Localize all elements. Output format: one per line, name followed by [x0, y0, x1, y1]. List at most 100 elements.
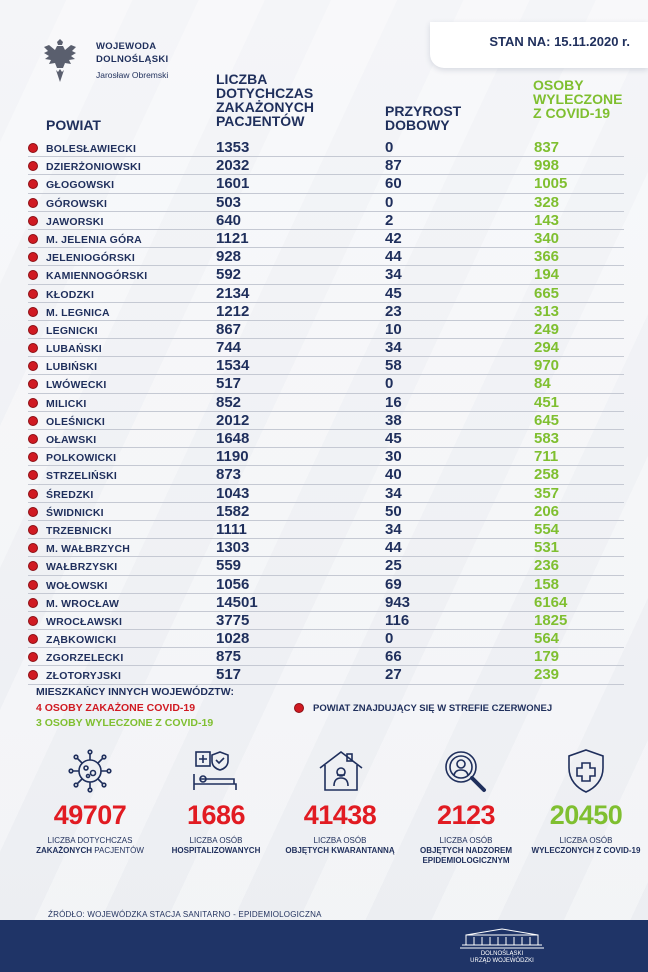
total-cases: 1534: [216, 357, 250, 375]
red-zone-legend: POWIAT ZNAJDUJĄCY SIĘ W STREFIE CZERWONE…: [313, 703, 553, 714]
daily-increase: 34: [385, 266, 402, 284]
stat-label: LICZBA OSÓB OBJĘTYCH NADZOREM EPIDEMIOLOG…: [406, 836, 526, 866]
column-header-powiat: POWIAT: [46, 117, 101, 133]
table-row: LEGNICKI 867 10 249: [28, 321, 624, 340]
hospital-bed-icon: [193, 751, 237, 790]
county-table: BOLESŁAWIECKI 1353 0 837 DZIERŻONIOWSKI 2032 8…: [28, 139, 624, 685]
table-row: STRZELIŃSKI 873 40 258: [28, 466, 624, 485]
county-name: ZŁOTORYJSKI: [46, 670, 122, 683]
daily-increase: 27: [385, 666, 402, 684]
county-name: MILICKI: [46, 397, 87, 410]
stat-value: 2123: [436, 800, 496, 830]
cured-count: 206: [534, 502, 560, 520]
table-row: GÓROWSKI 503 0 328: [28, 194, 624, 212]
stat-label-top: LICZBA OSÓB: [189, 836, 243, 845]
stat-label: LICZBA OSÓB OBJĘTYCH KWARANTANNĄ: [280, 836, 400, 856]
cured-count: 711: [534, 448, 559, 466]
red-zone-dot-icon: [28, 506, 38, 517]
virus-icon: [68, 749, 112, 793]
county-name: KAMIENNOGÓRSKI: [46, 270, 148, 283]
red-zone-dot-icon: [28, 488, 38, 499]
daily-increase: 23: [385, 302, 402, 320]
daily-increase: 30: [385, 448, 402, 466]
daily-increase: 42: [385, 229, 402, 247]
daily-increase: 0: [385, 193, 394, 211]
stat-label-top: LICZBA DOTYCHCZAS: [47, 836, 133, 845]
table-row: WOŁOWSKI 1056 69 158: [28, 576, 624, 594]
red-zone-dot-icon: [28, 652, 38, 663]
cured-count: 340: [534, 229, 560, 247]
stat-label-bold: ZAKAŻONYCH: [36, 846, 93, 855]
cured-count: 313: [534, 302, 560, 320]
total-cases: 852: [216, 393, 242, 411]
stat-value: 1686: [186, 800, 246, 830]
cured-count: 239: [534, 666, 560, 684]
red-zone-dot-icon: [28, 143, 38, 153]
stat-label: LICZBA DOTYCHCZAS ZAKAŻONYCH PACJENTÓW: [15, 836, 165, 856]
daily-increase: 38: [385, 411, 402, 429]
date-box: [430, 22, 648, 68]
county-name: M. LEGNICA: [46, 306, 110, 319]
cured-count: 665: [534, 284, 560, 302]
county-name: WOŁOWSKI: [46, 579, 108, 592]
daily-increase: 69: [385, 575, 402, 593]
daily-increase: 16: [385, 393, 402, 411]
total-cases: 744: [216, 339, 242, 357]
total-cases: 1190: [216, 448, 249, 466]
stat-label-rest: PACJENTÓW: [94, 846, 144, 855]
red-zone-dot-icon: [28, 670, 38, 681]
county-name: GŁOGOWSKI: [46, 179, 115, 192]
office-building-icon: [460, 928, 544, 949]
daily-increase: 44: [385, 539, 402, 557]
stat-value: 49707: [53, 800, 127, 830]
table-row: JELENIOGÓRSKI 928 44 366: [28, 248, 624, 267]
red-zone-dot-icon: [294, 703, 304, 713]
table-row: ZGORZELECKI 875 66 179: [28, 648, 624, 667]
red-zone-dot-icon: [28, 215, 38, 226]
table-row: BOLESŁAWIECKI 1353 0 837: [28, 139, 624, 158]
total-cases: 928: [216, 248, 242, 266]
county-name: OLEŚNICKI: [46, 415, 105, 428]
table-row: OLEŚNICKI 2012 38 645: [28, 412, 624, 430]
red-zone-dot-icon: [28, 270, 38, 281]
table-row: ŚWIDNICKI 1582 50 206: [28, 503, 624, 521]
daily-increase: 0: [385, 630, 394, 648]
daily-increase: 34: [385, 520, 402, 538]
column-header-cured: OSOBY WYLECZONE Z COVID-19: [533, 77, 623, 121]
total-cases: 14501: [216, 593, 258, 611]
cured-count: 294: [534, 339, 560, 357]
red-zone-dot-icon: [28, 634, 38, 645]
total-cases: 2012: [216, 411, 250, 429]
table-row: ZŁOTORYJSKI 517 27 239: [28, 666, 624, 685]
other-voivodeships-title: MIESZKAŃCY INNYCH WOJEWÓDZTW:: [36, 686, 234, 698]
cured-count: 258: [534, 466, 560, 484]
county-name: ZGORZELECKI: [46, 652, 124, 665]
cured-count: 564: [534, 630, 560, 648]
cured-count: 1825: [534, 611, 568, 629]
table-row: POLKOWICKI 1190 30 711: [28, 448, 624, 467]
county-name: ŚWIDNICKI: [46, 506, 104, 519]
red-zone-dot-icon: [28, 452, 38, 463]
stat-label-bold: OBJĘTYCH NADZOREM EPIDEMIOLOGICZNYM: [419, 846, 512, 865]
stat-label-bold: HOSPITALIZOWANYCH: [171, 846, 261, 855]
table-row: KAMIENNOGÓRSKI 592 34 194: [28, 266, 624, 285]
county-name: JAWORSKI: [46, 215, 104, 228]
total-cases: 2032: [216, 157, 250, 175]
voivode-name: Jarosław Obremski: [96, 70, 169, 80]
cured-count: 179: [534, 648, 560, 666]
total-cases: 1303: [216, 539, 250, 557]
column-header-total: LICZBA DOTYCHCZAS ZAKAŻONYCH PACJENTÓW: [216, 71, 314, 129]
house-quarantine-icon: [319, 750, 363, 791]
footer-office-name: DOLNOŚLĄSKI URZĄD WOJEWÓDZKI: [470, 951, 534, 964]
total-cases: 1582: [216, 502, 250, 520]
total-cases: 1043: [216, 484, 250, 502]
total-cases: 1601: [216, 175, 250, 193]
table-row: LWÓWECKI 517 0 84: [28, 375, 624, 394]
red-zone-dot-icon: [28, 470, 38, 481]
total-cases: 1353: [216, 139, 250, 156]
daily-increase: 45: [385, 284, 402, 302]
daily-increase: 45: [385, 430, 402, 447]
red-zone-dot-icon: [28, 543, 38, 554]
county-name: LUBAŃSKI: [46, 343, 102, 356]
daily-increase: 0: [385, 139, 394, 156]
